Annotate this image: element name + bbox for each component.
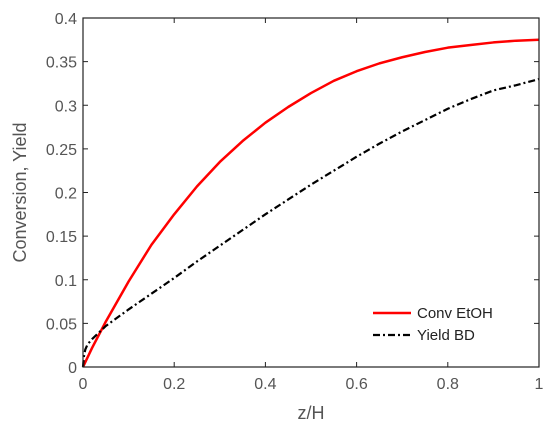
y-tick-label: 0 [68, 360, 77, 377]
y-tick-label: 0.3 [55, 98, 77, 115]
y-tick-label: 0.15 [46, 229, 77, 246]
legend-box [367, 300, 533, 350]
legend: Conv EtOH Yield BD [367, 300, 533, 350]
y-tick-label: 0.35 [46, 55, 77, 72]
x-tick-label: 0.8 [437, 376, 459, 393]
legend-label-1: Conv EtOH [417, 305, 493, 322]
x-tick-label: 0.2 [163, 376, 185, 393]
series-layer [81, 38, 540, 368]
y-tick-label: 0.05 [46, 316, 77, 333]
series-line-2 [81, 78, 540, 368]
y-tick-label: 0.4 [55, 11, 77, 28]
y-axis-label: Conversion, Yield [10, 122, 30, 262]
y-tick-label: 0.1 [55, 273, 77, 290]
series-line-1 [81, 38, 540, 368]
y-tick-label: 0.2 [55, 186, 77, 203]
axes-layer: 0 0.2 0.4 0.6 0.8 1 0 0.05 0.1 0.15 0.2 0.25 0.3 0.35… [46, 11, 544, 393]
x-axis-label: z/H [298, 403, 325, 423]
y-tick-label: 0.25 [46, 142, 77, 159]
x-tick-label: 0 [79, 376, 88, 393]
x-tick-label: 0.6 [345, 376, 367, 393]
x-tick-label: 1 [535, 376, 544, 393]
legend-label-2: Yield BD [417, 327, 475, 344]
x-tick-label: 0.4 [254, 376, 276, 393]
